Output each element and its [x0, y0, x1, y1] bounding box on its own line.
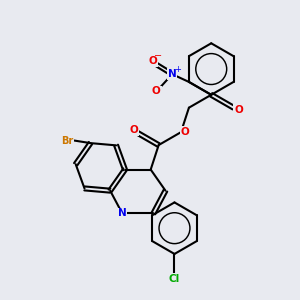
Text: +: + — [174, 65, 181, 74]
Text: O: O — [148, 56, 157, 66]
Text: O: O — [234, 105, 243, 115]
Text: Br: Br — [61, 136, 74, 146]
Text: O: O — [129, 125, 138, 135]
Text: Cl: Cl — [169, 274, 180, 284]
Text: −: − — [154, 51, 163, 61]
Text: N: N — [118, 208, 127, 218]
Text: O: O — [152, 86, 161, 96]
Text: O: O — [181, 127, 189, 137]
Text: N: N — [168, 69, 177, 79]
